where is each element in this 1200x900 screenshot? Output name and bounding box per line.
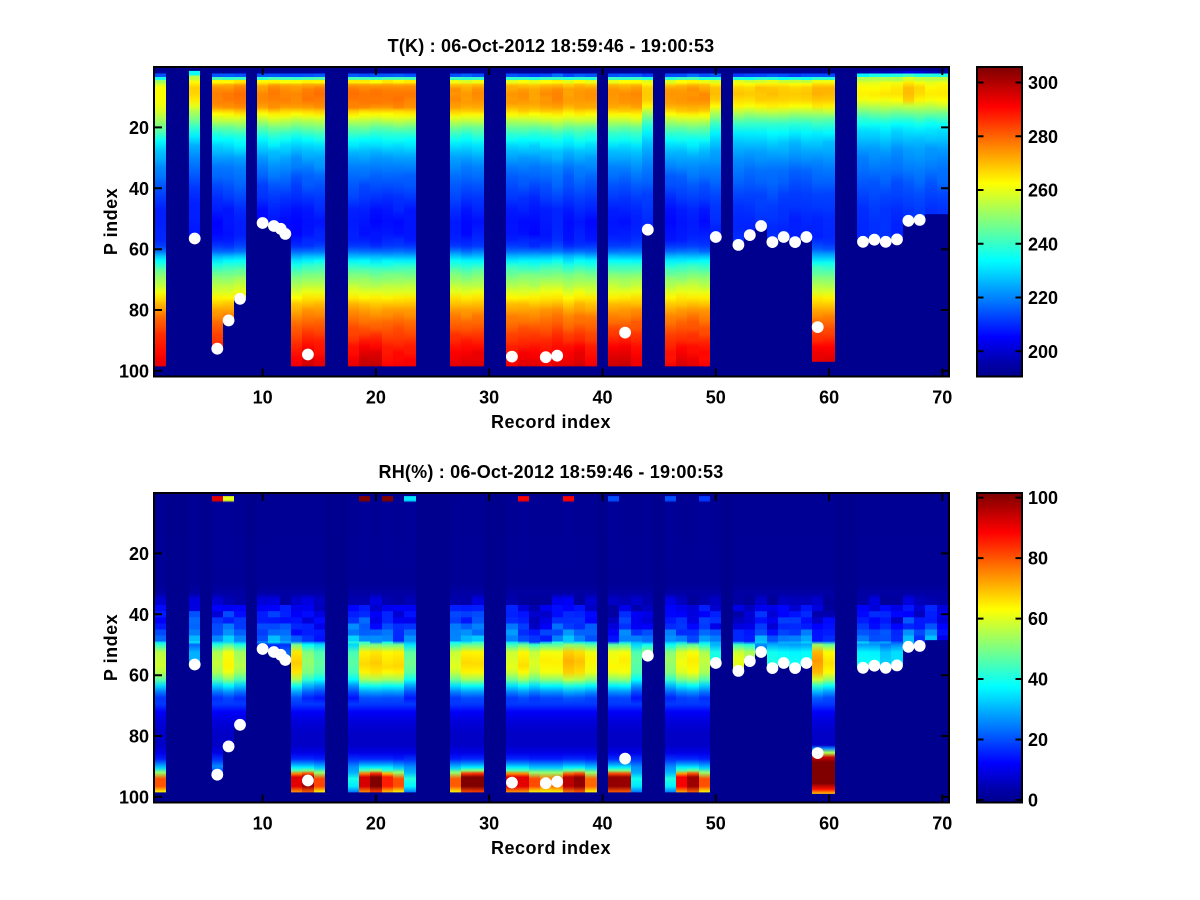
svg-text:P index: P index	[101, 188, 121, 255]
svg-text:20: 20	[129, 118, 149, 138]
svg-text:80: 80	[1028, 549, 1048, 569]
svg-text:70: 70	[932, 388, 952, 408]
svg-text:80: 80	[129, 727, 149, 747]
svg-text:30: 30	[479, 814, 499, 834]
svg-text:40: 40	[592, 814, 612, 834]
svg-text:60: 60	[819, 388, 839, 408]
svg-text:30: 30	[479, 388, 499, 408]
svg-text:50: 50	[706, 814, 726, 834]
svg-text:RH(%) : 06-Oct-2012 18:59:46 -: RH(%) : 06-Oct-2012 18:59:46 - 19:00:53	[379, 462, 724, 482]
svg-text:280: 280	[1028, 127, 1058, 147]
svg-text:100: 100	[119, 787, 149, 807]
svg-text:20: 20	[366, 388, 386, 408]
svg-text:20: 20	[366, 814, 386, 834]
svg-text:60: 60	[819, 814, 839, 834]
svg-text:240: 240	[1028, 234, 1058, 254]
svg-text:40: 40	[1028, 670, 1048, 690]
svg-text:300: 300	[1028, 73, 1058, 93]
svg-text:40: 40	[592, 388, 612, 408]
svg-text:60: 60	[1028, 609, 1048, 629]
svg-text:40: 40	[129, 605, 149, 625]
svg-text:60: 60	[129, 240, 149, 260]
svg-text:60: 60	[129, 666, 149, 686]
svg-text:100: 100	[119, 361, 149, 381]
svg-text:10: 10	[253, 388, 273, 408]
svg-text:200: 200	[1028, 342, 1058, 362]
svg-text:220: 220	[1028, 288, 1058, 308]
svg-text:20: 20	[1028, 730, 1048, 750]
svg-text:P index: P index	[101, 614, 121, 681]
svg-text:T(K) : 06-Oct-2012 18:59:46 -: T(K) : 06-Oct-2012 18:59:46 - 19:00:53	[388, 36, 715, 56]
svg-text:Record index: Record index	[491, 412, 611, 432]
svg-text:260: 260	[1028, 181, 1058, 201]
svg-text:0: 0	[1028, 791, 1038, 811]
svg-text:50: 50	[706, 388, 726, 408]
svg-text:20: 20	[129, 544, 149, 564]
svg-text:70: 70	[932, 814, 952, 834]
svg-text:80: 80	[129, 301, 149, 321]
svg-text:10: 10	[253, 814, 273, 834]
svg-text:100: 100	[1028, 488, 1058, 508]
svg-text:40: 40	[129, 179, 149, 199]
svg-text:Record index: Record index	[491, 838, 611, 858]
